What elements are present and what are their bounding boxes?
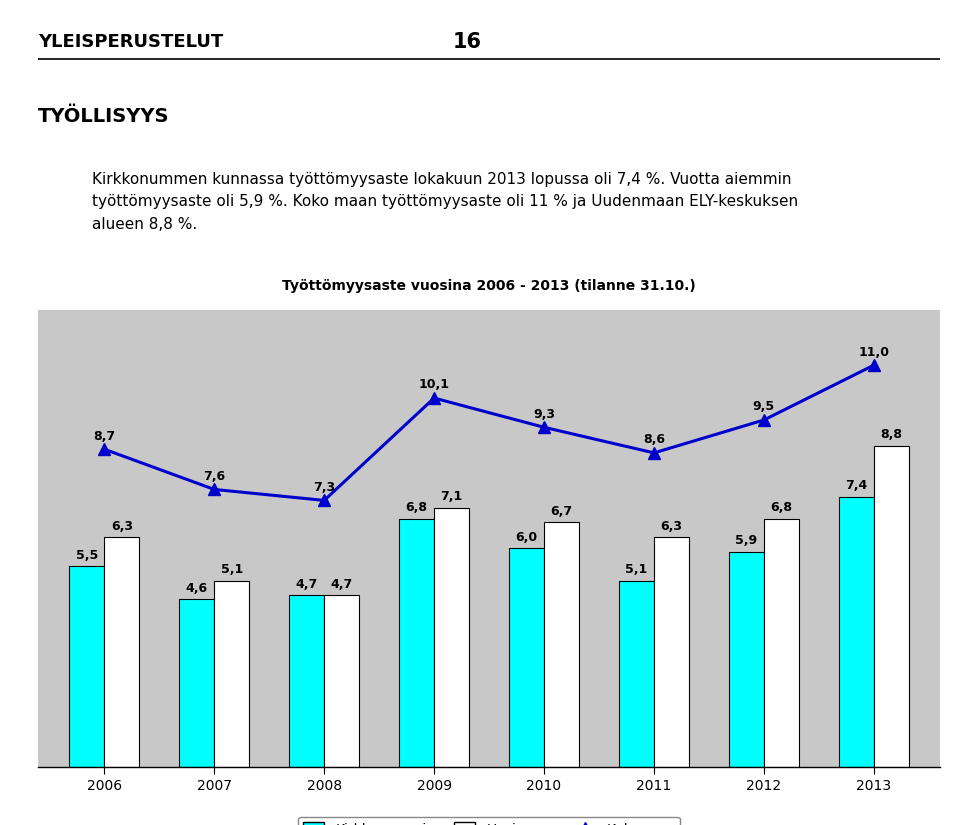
Bar: [729, 552, 764, 767]
Bar: [654, 537, 690, 767]
Bar: [874, 446, 909, 767]
Text: 16: 16: [453, 32, 482, 52]
Text: Kirkkonummen kunnassa työttömyysaste lokakuun 2013 lopussa oli 7,4 %. Vuotta aie: Kirkkonummen kunnassa työttömyysaste lok…: [92, 172, 799, 232]
Text: 7,4: 7,4: [845, 479, 867, 493]
Bar: [434, 507, 469, 767]
Bar: [399, 519, 434, 767]
Text: 5,9: 5,9: [736, 535, 758, 547]
Bar: [544, 522, 579, 767]
Text: Työttömyysaste vuosina 2006 - 2013 (tilanne 31.10.): Työttömyysaste vuosina 2006 - 2013 (tila…: [282, 279, 696, 293]
Text: 4,7: 4,7: [331, 578, 353, 591]
Text: 6,8: 6,8: [770, 502, 792, 514]
Text: 4,7: 4,7: [295, 578, 317, 591]
Text: 8,7: 8,7: [93, 430, 115, 443]
Text: 6,3: 6,3: [111, 520, 133, 533]
Bar: [105, 537, 139, 767]
Text: TYÖLLISYYS: TYÖLLISYYS: [38, 106, 170, 125]
Text: 9,3: 9,3: [533, 408, 555, 421]
Text: 8,8: 8,8: [880, 428, 902, 441]
Text: 6,8: 6,8: [406, 502, 428, 514]
Text: 7,6: 7,6: [203, 470, 225, 483]
Text: 9,5: 9,5: [753, 400, 775, 413]
Text: 7,3: 7,3: [314, 481, 336, 494]
Text: 6,0: 6,0: [515, 530, 538, 544]
Text: 8,6: 8,6: [643, 433, 665, 446]
Bar: [509, 548, 544, 767]
Text: 4,6: 4,6: [186, 582, 208, 595]
Text: 5,1: 5,1: [221, 563, 243, 577]
Text: 10,1: 10,1: [419, 379, 450, 392]
Bar: [214, 581, 249, 767]
Legend: Kirkkonummi, Uusimaa, Koko maa: Kirkkonummi, Uusimaa, Koko maa: [298, 817, 680, 825]
Text: 5,5: 5,5: [76, 549, 98, 562]
Bar: [839, 497, 874, 767]
Text: 5,1: 5,1: [625, 563, 647, 577]
Bar: [619, 581, 654, 767]
Bar: [69, 566, 105, 767]
Text: 7,1: 7,1: [440, 490, 463, 503]
Text: 6,7: 6,7: [550, 505, 573, 518]
Bar: [764, 519, 799, 767]
Bar: [289, 596, 324, 767]
Text: 6,3: 6,3: [661, 520, 683, 533]
Bar: [324, 596, 360, 767]
Bar: [179, 599, 214, 767]
Text: 11,0: 11,0: [858, 346, 889, 359]
Text: YLEISPERUSTELUT: YLEISPERUSTELUT: [38, 33, 223, 51]
